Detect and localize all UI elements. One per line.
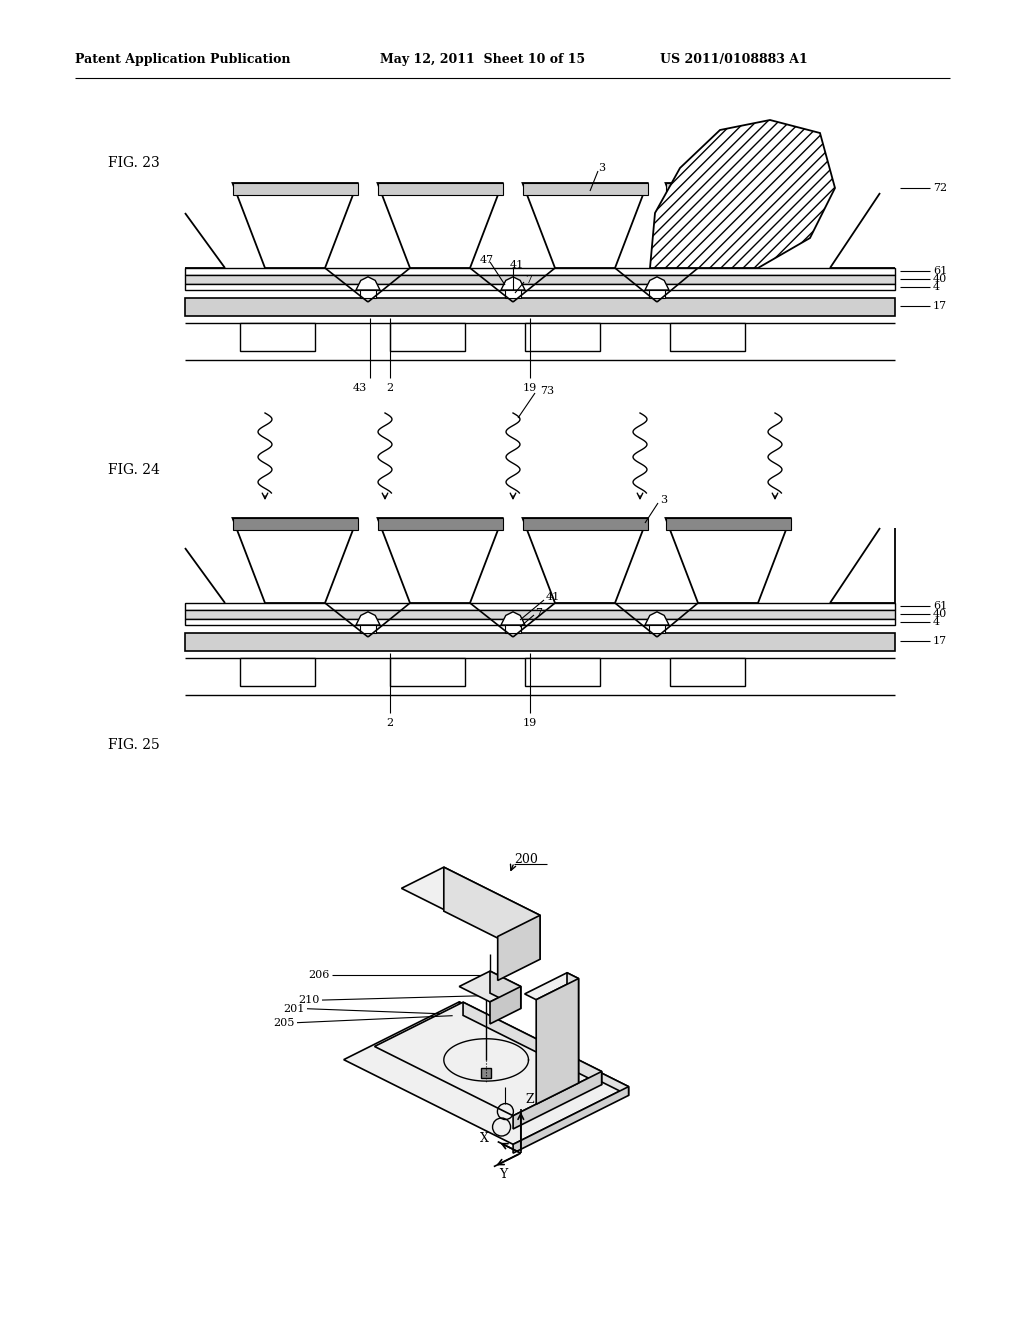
Polygon shape [501,277,525,290]
Polygon shape [459,1002,629,1096]
Text: 2: 2 [386,718,393,729]
Text: May 12, 2011  Sheet 10 of 15: May 12, 2011 Sheet 10 of 15 [380,54,585,66]
Polygon shape [666,517,791,603]
Bar [185,634,895,651]
Text: FIG. 25: FIG. 25 [108,738,160,752]
Bar [185,268,895,275]
Text: 19: 19 [523,383,538,393]
Text: 201: 201 [284,1003,305,1014]
Text: 3: 3 [598,162,605,173]
Bar [240,323,315,351]
Bar [185,298,895,315]
Polygon shape [666,183,791,268]
Polygon shape [463,1002,602,1085]
Polygon shape [378,517,503,603]
Polygon shape [232,183,357,195]
Polygon shape [522,517,647,603]
Text: 43: 43 [353,383,368,393]
Text: 7: 7 [535,609,542,618]
Polygon shape [490,986,521,1024]
Text: Y: Y [499,1168,507,1181]
Polygon shape [356,277,380,290]
Bar [505,290,521,298]
Polygon shape [522,517,647,531]
Text: 61: 61 [933,267,947,276]
Polygon shape [378,183,503,195]
Text: 2: 2 [386,383,393,393]
Bar [649,290,665,298]
Bar [525,323,600,351]
Text: 61: 61 [933,601,947,611]
Polygon shape [498,915,540,981]
Polygon shape [537,978,579,1105]
Bar [185,284,895,290]
Polygon shape [513,1072,602,1129]
Polygon shape [375,1002,602,1115]
Polygon shape [501,611,525,624]
Bar [390,657,465,686]
Text: 41: 41 [510,260,524,271]
Polygon shape [522,183,647,195]
Text: 40: 40 [933,275,947,284]
Polygon shape [378,183,503,268]
Bar [525,657,600,686]
Text: 47: 47 [480,255,495,265]
Text: FIG. 23: FIG. 23 [108,156,160,170]
Text: 7: 7 [525,275,532,285]
Polygon shape [490,972,521,1008]
Polygon shape [443,867,540,960]
Polygon shape [650,120,835,268]
Bar [505,624,521,634]
Text: 19: 19 [523,718,538,729]
Text: 17: 17 [933,636,947,645]
Text: 3: 3 [660,495,667,506]
Polygon shape [524,973,579,999]
Bar [185,610,895,619]
Text: 205: 205 [273,1018,295,1028]
Text: 72: 72 [933,183,947,193]
Text: 4: 4 [933,616,940,627]
Polygon shape [356,611,380,624]
Bar [240,657,315,686]
Polygon shape [513,1086,629,1154]
Text: 40: 40 [933,609,947,619]
Polygon shape [232,517,357,603]
Bar [185,275,895,284]
Text: US 2011/0108883 A1: US 2011/0108883 A1 [660,54,808,66]
Bar [185,603,895,610]
Bar [481,1068,492,1078]
Text: 17: 17 [933,301,947,312]
Text: Z: Z [525,1093,535,1106]
Polygon shape [666,517,791,531]
Text: 73: 73 [540,385,554,396]
Polygon shape [666,183,791,195]
Bar [649,624,665,634]
Polygon shape [401,867,540,936]
Text: X: X [479,1133,488,1144]
Text: Patent Application Publication: Patent Application Publication [75,54,291,66]
Polygon shape [567,973,579,1082]
Bar [670,657,745,686]
Polygon shape [378,517,503,531]
Bar [185,619,895,624]
Polygon shape [232,517,357,531]
Bar [360,624,376,634]
Text: 41: 41 [546,591,560,602]
Text: 210: 210 [299,995,319,1005]
Bar [390,323,465,351]
Polygon shape [645,611,669,624]
Text: 200: 200 [514,853,539,866]
Polygon shape [645,277,669,290]
Text: 4: 4 [933,282,940,292]
Text: FIG. 24: FIG. 24 [108,463,160,477]
Polygon shape [232,183,357,268]
Text: 206: 206 [308,970,330,979]
Bar [670,323,745,351]
Bar [360,290,376,298]
Polygon shape [459,972,521,1002]
Polygon shape [344,1002,629,1144]
Polygon shape [522,183,647,268]
